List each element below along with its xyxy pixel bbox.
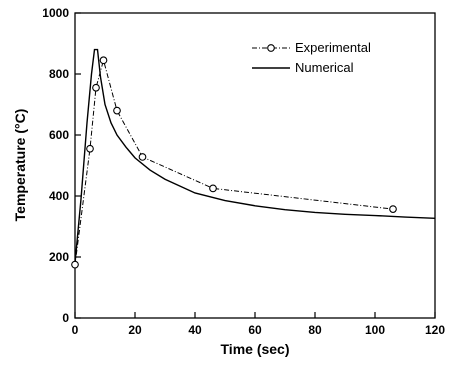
plot-frame: [74, 12, 436, 319]
y-axis-label: Temperature (°C): [12, 109, 28, 222]
legend-marker-experimental: [267, 44, 275, 52]
x-tick-label: 100: [365, 323, 385, 337]
x-axis-label: Time (sec): [221, 341, 290, 357]
experimental-point: [138, 153, 147, 161]
y-tick-label: 400: [49, 189, 69, 203]
x-tick-label: 80: [308, 323, 322, 337]
legend-label-experimental: Experimental: [295, 40, 371, 55]
experimental-point: [86, 144, 94, 153]
series-line-numerical: [74, 48, 436, 264]
x-axis-ticks: 0 20 40 60 80 100 120: [72, 312, 445, 337]
experimental-point: [71, 260, 79, 269]
legend-label-numerical: Numerical: [295, 60, 354, 75]
x-tick-label: 120: [425, 323, 445, 337]
experimental-point: [209, 184, 217, 193]
experimental-point: [99, 56, 108, 65]
experimental-point: [92, 83, 100, 92]
experimental-point: [113, 106, 121, 115]
y-axis-ticks: 0 200 400 600 800 1000: [42, 6, 81, 325]
y-tick-label: 200: [49, 250, 69, 264]
x-tick-label: 60: [248, 323, 262, 337]
series-line-experimental: [74, 58, 394, 265]
y-tick-label: 1000: [42, 6, 69, 20]
x-tick-label: 40: [188, 323, 202, 337]
experimental-point: [389, 205, 397, 213]
y-tick-label: 600: [49, 128, 69, 142]
series-layer: [71, 48, 436, 269]
y-tick-label: 800: [49, 67, 69, 81]
y-tick-label: 0: [62, 311, 69, 325]
legend: Experimental Numerical: [252, 40, 371, 75]
x-tick-label: 0: [72, 323, 79, 337]
x-tick-label: 20: [128, 323, 142, 337]
